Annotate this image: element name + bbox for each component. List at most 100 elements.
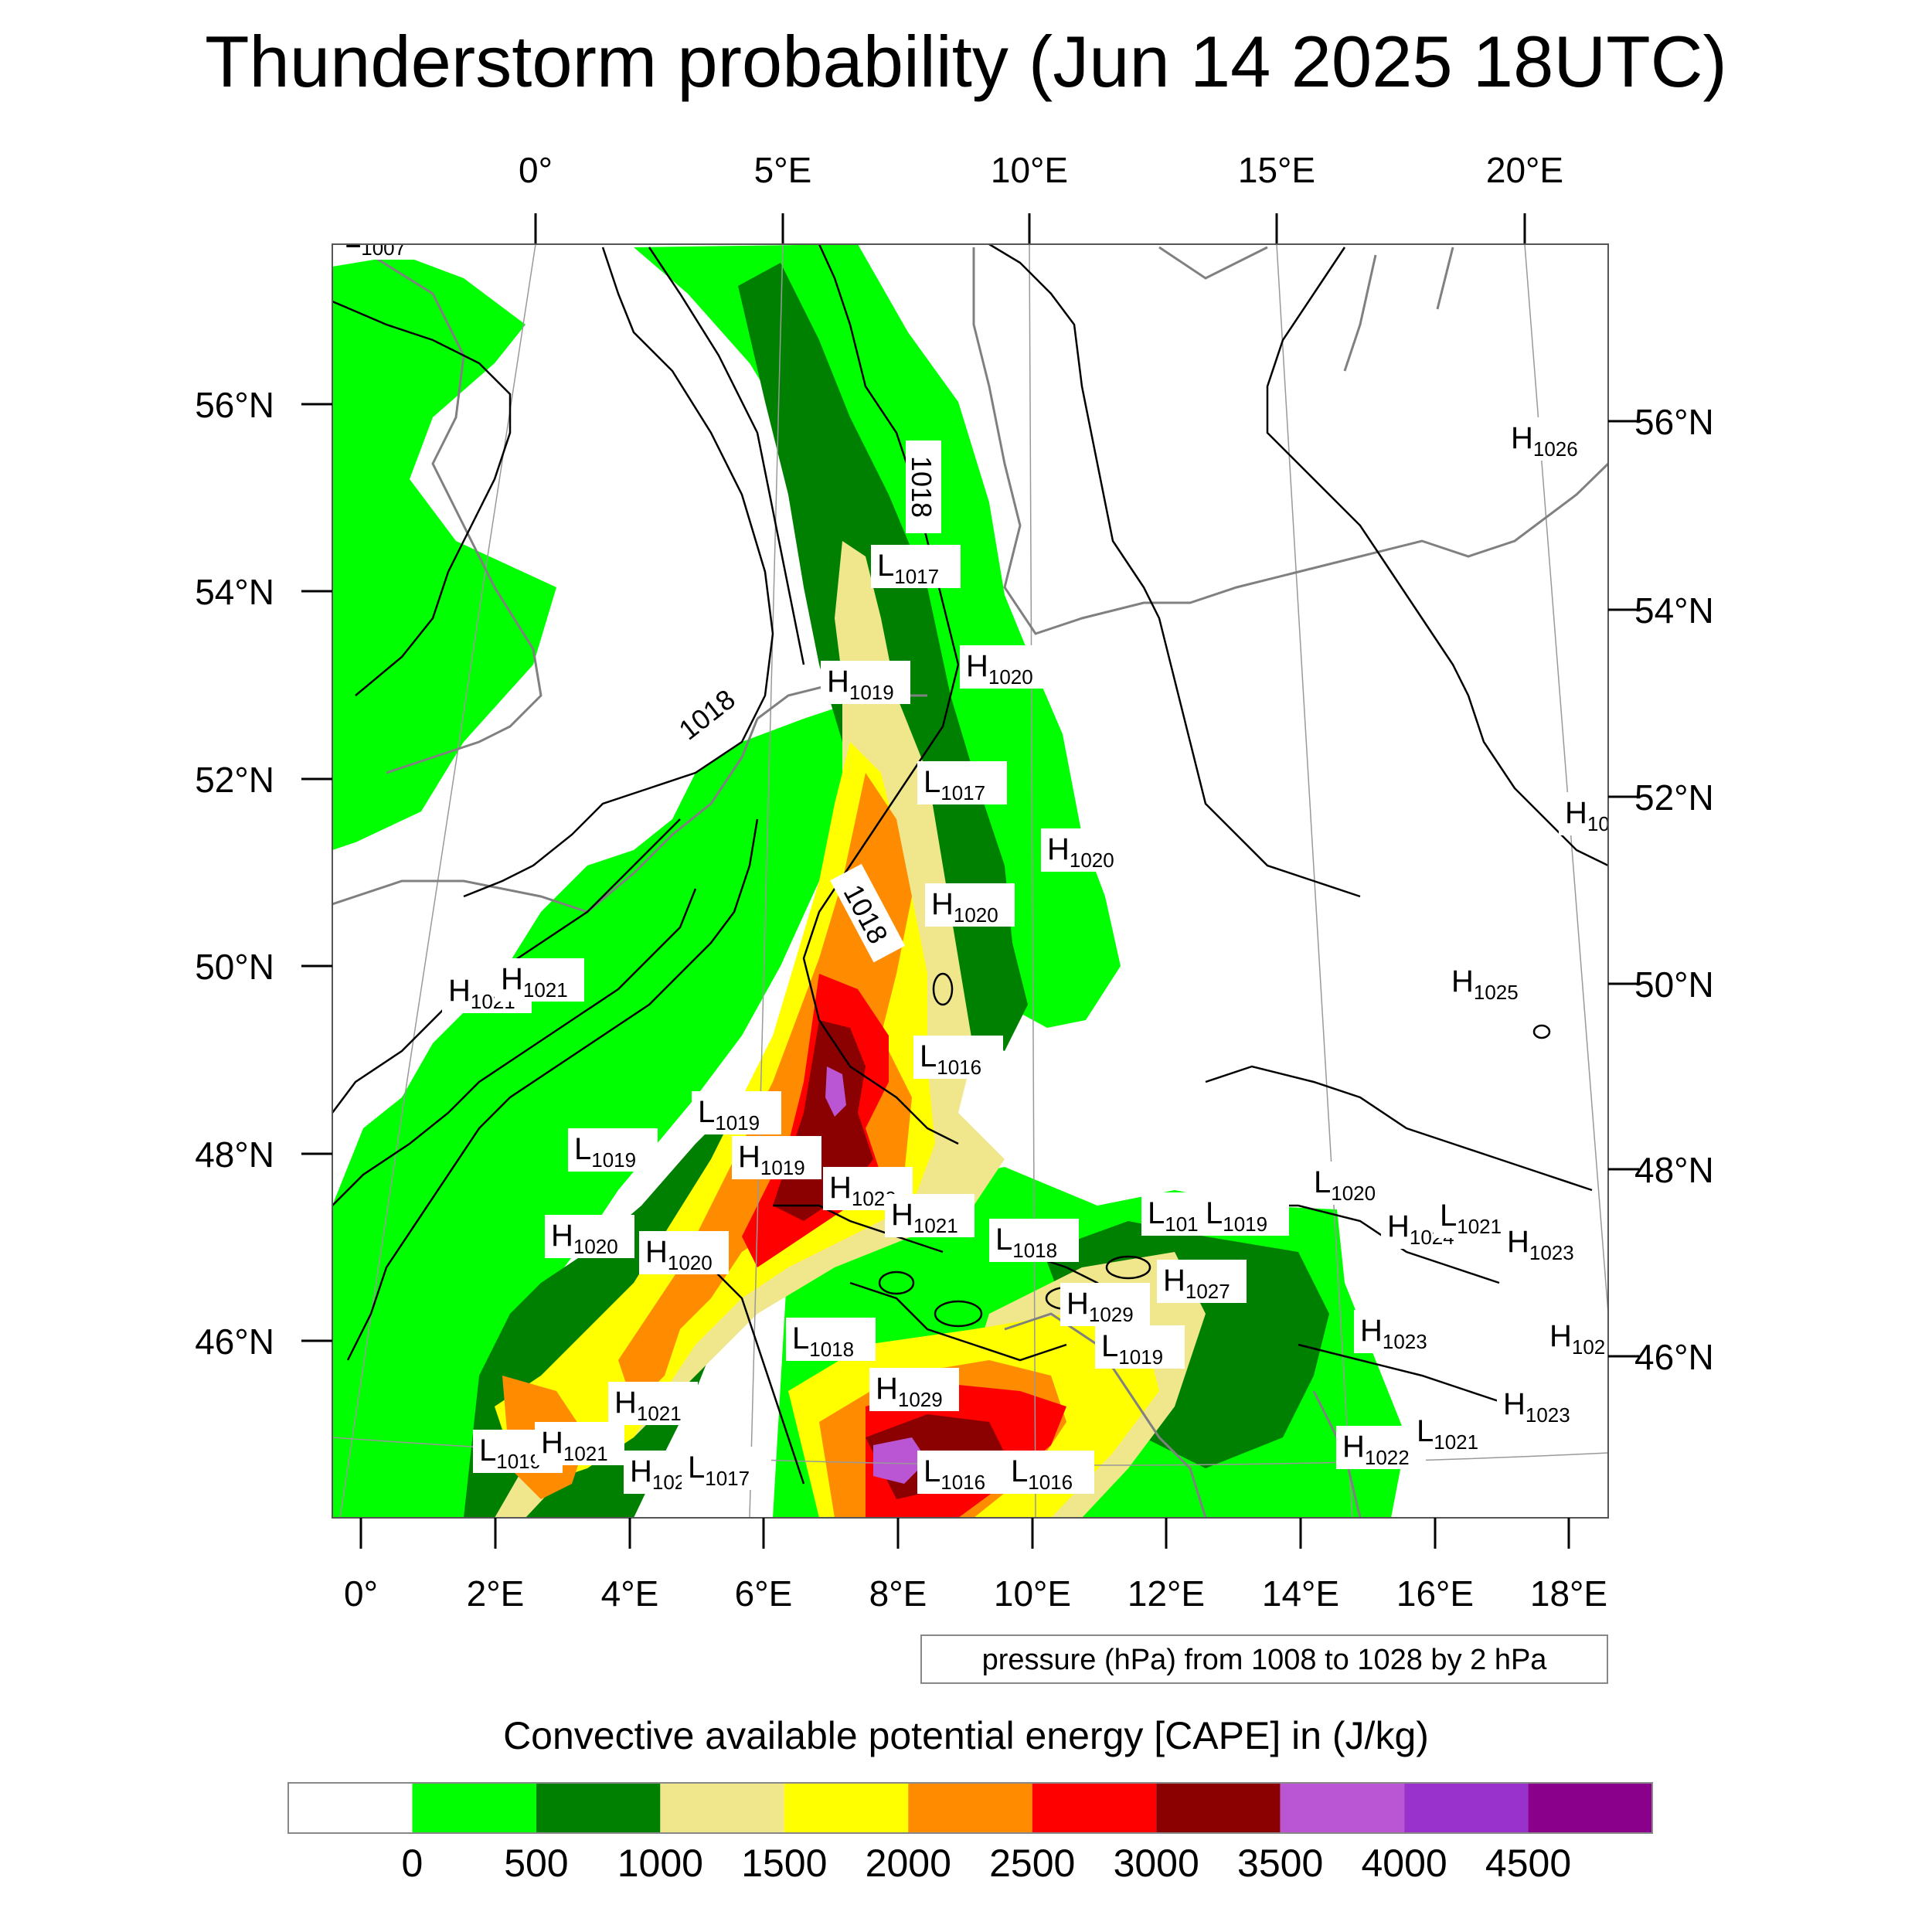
low-pressure-center: L1017 xyxy=(682,1447,771,1490)
left-lat-label-56n: 56°N xyxy=(195,385,274,425)
low-pressure-center: L1007 xyxy=(338,220,427,260)
bottom-lon-label-12e: 12°E xyxy=(1128,1573,1205,1614)
high-pressure-center: H1025 xyxy=(1445,961,1535,1004)
cape-field-purple xyxy=(825,1066,846,1117)
colorbar-tick-label: 2000 xyxy=(866,1842,951,1885)
bottom-lon-label-16e: 16°E xyxy=(1396,1573,1474,1614)
legend-title: Convective available potential energy [C… xyxy=(503,1714,1429,1757)
top-lon-label-0: 0° xyxy=(519,150,553,190)
colorbar-tick-label: 2500 xyxy=(989,1842,1075,1885)
high-pressure-center: H10 xyxy=(1559,792,1608,835)
low-pressure-center: L1021 xyxy=(1434,1195,1523,1238)
colorbar-swatch xyxy=(1404,1783,1529,1833)
high-pressure-center: H1019 xyxy=(732,1136,821,1179)
left-lat-label-52n: 52°N xyxy=(195,760,274,800)
cape-field-purple-south xyxy=(873,1437,927,1484)
low-pressure-center: L1021 xyxy=(1410,1410,1500,1454)
high-pressure-center: H1023 xyxy=(1354,1310,1444,1353)
left-lat-label-50n: 50°N xyxy=(195,947,274,987)
colorbar-tick-label: 1500 xyxy=(741,1842,827,1885)
pressure-center-label: L1016 xyxy=(920,1039,981,1079)
high-pressure-center: H1021 xyxy=(608,1382,698,1425)
high-pressure-center: H1020 xyxy=(925,883,1015,927)
left-latitude-labels: 56°N 54°N 52°N 50°N 48°N 46°N xyxy=(195,385,274,1362)
bottom-lon-label-4e: 4°E xyxy=(601,1573,659,1614)
colorbar-labels: 0 500 1000 1500 2000 2500 3000 3500 4000 4500 xyxy=(402,1842,1572,1885)
colorbar-tick-label: 3000 xyxy=(1114,1842,1199,1885)
left-tick-marks xyxy=(301,403,332,1342)
high-pressure-center: H1026 xyxy=(1505,417,1594,461)
colorbar-frame xyxy=(287,1782,1653,1834)
cape-field-west-green xyxy=(332,255,556,850)
isobar-labels: 1018 1018 1018 xyxy=(658,440,941,963)
colorbar xyxy=(287,1782,1653,1834)
high-pressure-center: H1029 xyxy=(869,1368,959,1411)
high-pressure-center: H1020 xyxy=(639,1231,729,1274)
low-pressure-center: L1016 xyxy=(1005,1451,1094,1494)
top-lon-label-15e: 15°E xyxy=(1238,150,1315,190)
top-tick-marks xyxy=(534,213,1526,244)
low-pressure-center: L1019 xyxy=(473,1430,563,1473)
bottom-tick-marks xyxy=(359,1518,1570,1549)
high-pressure-center: H102 xyxy=(1543,1315,1608,1359)
pressure-center-label: L1007 xyxy=(344,220,406,260)
high-pressure-center: H1019 xyxy=(821,661,910,704)
right-lat-label-48n: 48°N xyxy=(1634,1150,1714,1190)
low-pressure-center: L1020 xyxy=(1308,1162,1397,1205)
bottom-lon-label-2e: 2°E xyxy=(467,1573,525,1614)
top-longitude-labels: 0° 5°E 10°E 15°E 20°E xyxy=(519,150,1563,190)
high-pressure-center: H1021 xyxy=(495,958,584,1002)
colorbar-swatch xyxy=(1156,1783,1281,1833)
colorbar-tick-label: 4500 xyxy=(1485,1842,1571,1885)
pressure-centers: L1007 H1026 L1017 H1019 H1020 L1017 H1020 H1020… xyxy=(338,220,1608,1494)
top-lon-label-20e: 20°E xyxy=(1486,150,1563,190)
colorbar-tick-label: 4000 xyxy=(1361,1842,1447,1885)
bottom-lon-label-8e: 8°E xyxy=(869,1573,927,1614)
colorbar-tick-label: 3500 xyxy=(1237,1842,1323,1885)
left-lat-label-54n: 54°N xyxy=(195,572,274,612)
colorbar-swatch xyxy=(908,1783,1032,1833)
low-pressure-center: L1019 xyxy=(1095,1325,1185,1369)
high-pressure-center: H1021 xyxy=(535,1422,624,1465)
top-lon-label-10e: 10°E xyxy=(991,150,1068,190)
bottom-lon-label-6e: 6°E xyxy=(735,1573,793,1614)
high-pressure-center: H1027 xyxy=(1157,1260,1247,1303)
cape-field-southwest-green xyxy=(332,703,866,1518)
pressure-note: pressure (hPa) from 1008 to 1028 by 2 hP… xyxy=(920,1634,1608,1684)
colorbar-swatch xyxy=(288,1783,413,1833)
high-pressure-center: H1023 xyxy=(1497,1383,1587,1427)
low-pressure-center: L1018 xyxy=(786,1318,876,1361)
cape-field-yellow xyxy=(495,742,935,1484)
right-lat-label-46n: 46°N xyxy=(1634,1337,1714,1377)
low-pressure-center: L1017 xyxy=(871,545,961,588)
bottom-lon-label-0: 0° xyxy=(344,1573,378,1614)
colorbar-tick-label: 500 xyxy=(504,1842,568,1885)
high-pressure-center: H1020 xyxy=(960,645,1049,689)
colorbar-swatch xyxy=(784,1783,909,1833)
high-pressure-center: H1029 xyxy=(1060,1283,1150,1326)
top-lon-label-5e: 5°E xyxy=(754,150,812,190)
low-pressure-center: L1019 xyxy=(1199,1192,1289,1236)
bottom-lon-label-14e: 14°E xyxy=(1262,1573,1339,1614)
right-lat-label-54n: 54°N xyxy=(1634,590,1714,631)
high-pressure-center: H1023 xyxy=(1501,1221,1590,1264)
colorbar-swatch xyxy=(1032,1783,1157,1833)
right-lat-label-50n: 50°N xyxy=(1634,964,1714,1005)
pressure-note-text: pressure (hPa) from 1008 to 1028 by 2 hP… xyxy=(982,1644,1548,1676)
colorbar-tick-label: 1000 xyxy=(617,1842,703,1885)
isobar-label-1018-north: 1018 xyxy=(906,456,937,518)
bottom-lon-label-18e: 18°E xyxy=(1530,1573,1607,1614)
left-lat-label-46n: 46°N xyxy=(195,1321,274,1362)
low-pressure-center: L1019 xyxy=(692,1091,781,1134)
right-latitude-labels: 56°N 54°N 52°N 50°N 48°N 46°N xyxy=(1634,402,1714,1377)
low-pressure-center: L1017 xyxy=(917,761,1007,804)
low-pressure-center: L1018 xyxy=(989,1219,1079,1262)
bottom-lon-label-10e: 10°E xyxy=(994,1573,1071,1614)
colorbar-swatch xyxy=(1528,1783,1652,1833)
cape-field-north-green xyxy=(634,244,1121,1028)
colorbar-swatch xyxy=(660,1783,784,1833)
low-pressure-center: L101 xyxy=(1141,1192,1216,1236)
bottom-longitude-labels: 0° 2°E 4°E 6°E 8°E 10°E 12°E 14°E 16°E 1… xyxy=(344,1573,1607,1614)
low-pressure-center: L1016 xyxy=(917,1451,1007,1494)
left-lat-label-48n: 48°N xyxy=(195,1134,274,1175)
